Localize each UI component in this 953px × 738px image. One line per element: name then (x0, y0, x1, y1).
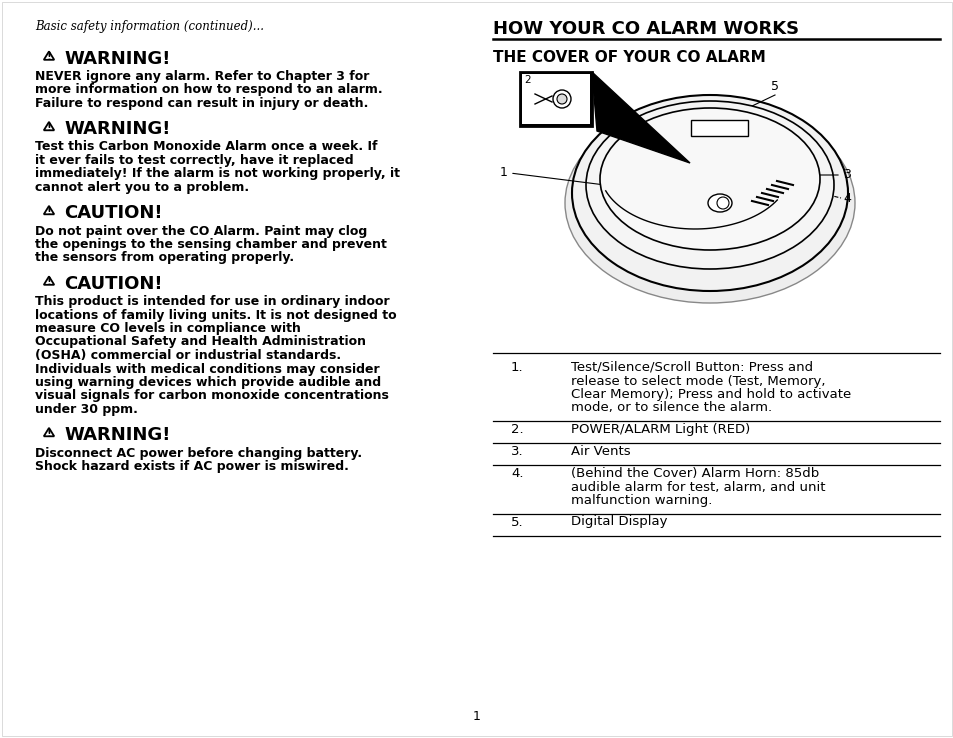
Text: 1.: 1. (511, 361, 523, 374)
Text: audible alarm for test, alarm, and unit: audible alarm for test, alarm, and unit (571, 480, 824, 494)
Text: !: ! (47, 429, 51, 439)
Bar (519, 72, 592, 126)
Text: immediately! If the alarm is not working properly, it: immediately! If the alarm is not working… (35, 168, 399, 181)
Polygon shape (44, 428, 54, 436)
Text: using warning devices which provide audible and: using warning devices which provide audi… (35, 376, 381, 389)
Text: 1: 1 (499, 167, 507, 179)
Text: the sensors from operating properly.: the sensors from operating properly. (35, 252, 294, 264)
Text: malfunction warning.: malfunction warning. (571, 494, 712, 507)
Text: CAUTION!: CAUTION! (64, 204, 162, 222)
Text: THE COVER OF YOUR CO ALARM: THE COVER OF YOUR CO ALARM (493, 50, 765, 65)
Text: mode, or to silence the alarm.: mode, or to silence the alarm. (571, 401, 771, 415)
Text: !: ! (47, 123, 51, 133)
Bar (521, 74, 589, 124)
Text: !: ! (47, 52, 51, 63)
Text: WARNING!: WARNING! (64, 50, 171, 68)
Text: 3.: 3. (511, 445, 523, 458)
Text: more information on how to respond to an alarm.: more information on how to respond to an… (35, 83, 382, 97)
Text: visual signals for carbon monoxide concentrations: visual signals for carbon monoxide conce… (35, 390, 389, 402)
Polygon shape (44, 122, 54, 131)
Text: it ever fails to test correctly, have it replaced: it ever fails to test correctly, have it… (35, 154, 354, 167)
FancyBboxPatch shape (691, 120, 748, 136)
Text: 5: 5 (770, 80, 779, 93)
Text: 1: 1 (473, 710, 480, 723)
Text: the openings to the sensing chamber and prevent: the openings to the sensing chamber and … (35, 238, 387, 251)
Ellipse shape (572, 95, 847, 291)
Text: Air Vents: Air Vents (571, 445, 630, 458)
Text: 2: 2 (523, 75, 530, 85)
Circle shape (717, 197, 728, 209)
Text: Occupational Safety and Health Administration: Occupational Safety and Health Administr… (35, 336, 366, 348)
Text: 5.: 5. (511, 516, 523, 528)
Text: Shock hazard exists if AC power is miswired.: Shock hazard exists if AC power is miswi… (35, 460, 349, 473)
Polygon shape (44, 277, 54, 285)
Text: locations of family living units. It is not designed to: locations of family living units. It is … (35, 308, 396, 322)
Text: Test this Carbon Monoxide Alarm once a week. If: Test this Carbon Monoxide Alarm once a w… (35, 140, 377, 154)
Text: CAUTION!: CAUTION! (64, 275, 162, 293)
Text: Test/Silence/Scroll Button: Press and: Test/Silence/Scroll Button: Press and (571, 361, 812, 374)
Text: Individuals with medical conditions may consider: Individuals with medical conditions may … (35, 362, 379, 376)
Text: measure CO levels in compliance with: measure CO levels in compliance with (35, 322, 300, 335)
Text: 2.: 2. (511, 423, 523, 436)
Text: !: ! (47, 277, 51, 287)
Text: release to select mode (Test, Memory,: release to select mode (Test, Memory, (571, 374, 824, 387)
Text: POWER/ALARM Light (RED): POWER/ALARM Light (RED) (571, 423, 749, 436)
Text: 4.: 4. (511, 467, 523, 480)
Text: This product is intended for use in ordinary indoor: This product is intended for use in ordi… (35, 295, 389, 308)
Text: Failure to respond can result in injury or death.: Failure to respond can result in injury … (35, 97, 368, 110)
Text: Disconnect AC power before changing battery.: Disconnect AC power before changing batt… (35, 446, 362, 460)
Ellipse shape (599, 108, 820, 250)
Text: under 30 ppm.: under 30 ppm. (35, 403, 138, 416)
Ellipse shape (707, 194, 731, 212)
Ellipse shape (585, 101, 833, 269)
Text: NEVER ignore any alarm. Refer to Chapter 3 for: NEVER ignore any alarm. Refer to Chapter… (35, 70, 369, 83)
Text: Clear Memory); Press and hold to activate: Clear Memory); Press and hold to activat… (571, 388, 850, 401)
Text: Basic safety information (continued)...: Basic safety information (continued)... (35, 20, 264, 33)
Text: (OSHA) commercial or industrial standards.: (OSHA) commercial or industrial standard… (35, 349, 341, 362)
Text: (Behind the Cover) Alarm Horn: 85db: (Behind the Cover) Alarm Horn: 85db (571, 467, 819, 480)
Text: cannot alert you to a problem.: cannot alert you to a problem. (35, 181, 249, 194)
Text: 3: 3 (842, 168, 850, 182)
Text: Do not paint over the CO Alarm. Paint may clog: Do not paint over the CO Alarm. Paint ma… (35, 224, 367, 238)
Text: HOW YOUR CO ALARM WORKS: HOW YOUR CO ALARM WORKS (493, 20, 799, 38)
Circle shape (553, 90, 571, 108)
Text: !: ! (47, 207, 51, 217)
Polygon shape (592, 72, 689, 163)
Text: WARNING!: WARNING! (64, 427, 171, 444)
Polygon shape (44, 52, 54, 60)
Text: WARNING!: WARNING! (64, 120, 171, 139)
Polygon shape (44, 206, 54, 214)
Text: 4: 4 (842, 191, 850, 204)
Text: Digital Display: Digital Display (571, 516, 667, 528)
Circle shape (557, 94, 566, 104)
Ellipse shape (564, 103, 854, 303)
